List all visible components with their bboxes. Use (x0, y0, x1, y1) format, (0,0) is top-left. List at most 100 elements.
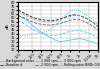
Background noise (17, 14, 19, 15)
1 000 rpm (74, 30, 75, 31)
3 000 rpm (60, 19, 61, 20)
Line: Background noise: Background noise (18, 15, 98, 44)
Rotation d (69, 15, 70, 16)
1 000 rpm (97, 37, 99, 38)
Rotation d (27, 14, 28, 15)
Background noise (50, 37, 52, 38)
Rotation d (46, 20, 47, 21)
2 000 rpm (97, 29, 99, 30)
2 000 rpm (50, 25, 52, 26)
Background noise (97, 44, 99, 45)
Background noise (74, 39, 75, 40)
2 000 rpm (41, 24, 42, 25)
1 000 rpm (60, 34, 61, 35)
3 000 rpm (83, 17, 84, 18)
1 000 rpm (36, 31, 37, 32)
2 000 rpm (55, 24, 56, 25)
2 000 rpm (22, 17, 23, 18)
2 000 rpm (83, 21, 84, 22)
2 000 rpm (27, 19, 28, 20)
3 000 rpm (41, 21, 42, 22)
Background noise (93, 42, 94, 43)
Background noise (69, 40, 70, 41)
Rotation d (97, 26, 99, 27)
Rotation d (50, 20, 52, 21)
Text: 100: 100 (14, 52, 22, 60)
1 000 rpm (50, 35, 52, 36)
Text: 500: 500 (47, 52, 55, 60)
Text: 200: 200 (28, 52, 36, 60)
Rotation d (74, 14, 75, 15)
Rotation d (55, 20, 56, 21)
Rolling noise BBDr 0/6 (69, 11, 70, 12)
1 000 rpm (83, 31, 84, 32)
Rolling noise BBDr 0/6 (27, 35, 28, 36)
2 000 rpm (69, 20, 70, 21)
Text: 5k: 5k (95, 52, 100, 58)
2 000 rpm (36, 23, 37, 24)
1 000 rpm (17, 20, 19, 21)
2 000 rpm (79, 19, 80, 20)
2 000 rpm (93, 26, 94, 27)
1 000 rpm (69, 31, 70, 32)
3 000 rpm (97, 26, 99, 27)
Background noise (27, 21, 28, 22)
Text: 1k: 1k (67, 52, 73, 58)
Text: 3.15k: 3.15k (84, 52, 94, 62)
3 000 rpm (27, 16, 28, 17)
Background noise (32, 25, 33, 26)
Rolling noise BBDr 0/6 (22, 35, 23, 36)
3 000 rpm (74, 15, 75, 16)
1 000 rpm (79, 30, 80, 31)
Background noise (46, 35, 47, 36)
Rolling noise BBDr 0/6 (17, 35, 19, 36)
Rotation d (64, 17, 66, 18)
Line: 3 000 rpm: 3 000 rpm (18, 12, 98, 27)
Rotation d (83, 17, 84, 18)
Rotation d (93, 22, 94, 23)
3 000 rpm (55, 21, 56, 22)
Rotation d (79, 15, 80, 16)
2 000 rpm (17, 15, 19, 16)
Y-axis label: dB: dB (5, 23, 9, 29)
Rotation d (32, 17, 33, 18)
Background noise (79, 38, 80, 39)
Rolling noise BBDr 0/6 (55, 25, 56, 26)
Rolling noise BBDr 0/6 (79, 10, 80, 11)
Rolling noise BBDr 0/6 (36, 33, 37, 34)
Rotation d (41, 19, 42, 20)
1 000 rpm (93, 35, 94, 36)
Rolling noise BBDr 0/6 (93, 20, 94, 21)
1 000 rpm (27, 25, 28, 26)
Rotation d (88, 19, 89, 20)
Text: 800: 800 (57, 52, 64, 60)
3 000 rpm (32, 18, 33, 19)
Rolling noise BBDr 0/6 (97, 25, 99, 26)
3 000 rpm (93, 22, 94, 23)
Rolling noise BBDr 0/6 (64, 15, 66, 16)
3 000 rpm (79, 15, 80, 16)
1 000 rpm (55, 35, 56, 36)
3 000 rpm (17, 12, 19, 13)
2 000 rpm (88, 23, 89, 24)
3 000 rpm (69, 16, 70, 17)
Text: 315: 315 (38, 52, 45, 60)
Rolling noise BBDr 0/6 (32, 34, 33, 35)
Rotation d (60, 18, 61, 19)
Line: Rotation d: Rotation d (18, 10, 98, 27)
3 000 rpm (36, 20, 37, 21)
Legend: Background noise, Rotation d, 1 000 rpm, 2 000 rpm, 3 000 rpm, Rolling noise BBD: Background noise, Rotation d, 1 000 rpm,… (0, 59, 100, 67)
Rolling noise BBDr 0/6 (60, 20, 61, 21)
2 000 rpm (46, 25, 47, 26)
1 000 rpm (22, 22, 23, 23)
Rolling noise BBDr 0/6 (83, 13, 84, 14)
Background noise (55, 40, 56, 41)
3 000 rpm (88, 19, 89, 20)
Background noise (83, 39, 84, 40)
Rolling noise BBDr 0/6 (88, 16, 89, 17)
Text: 2k: 2k (76, 52, 82, 58)
Line: 2 000 rpm: 2 000 rpm (18, 16, 98, 30)
2 000 rpm (60, 23, 61, 24)
Background noise (41, 32, 42, 33)
Rotation d (36, 18, 37, 19)
